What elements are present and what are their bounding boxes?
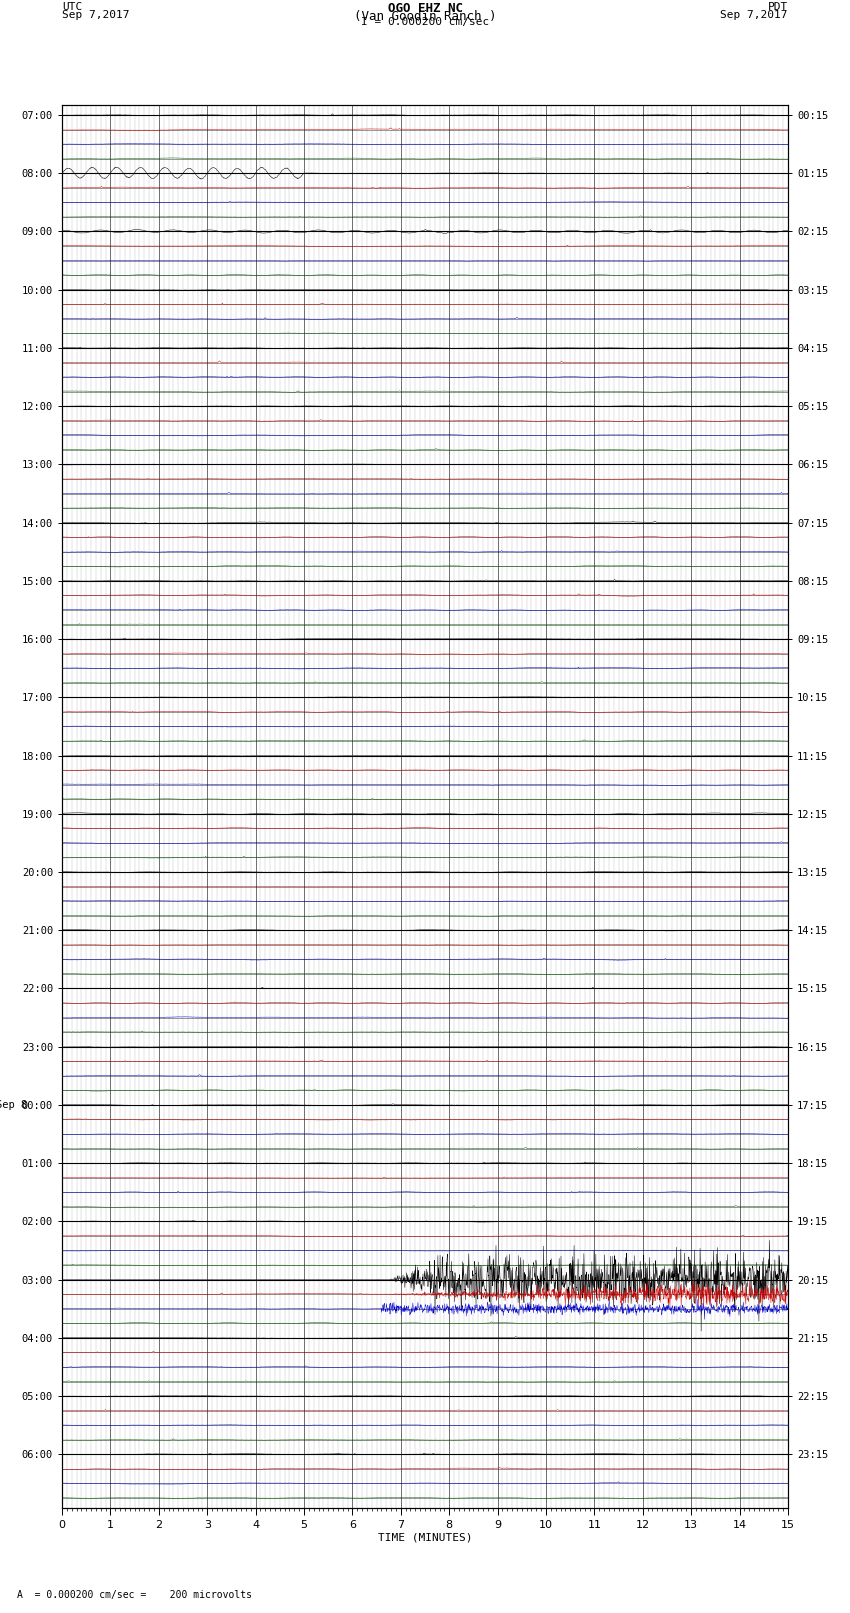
Text: Sep 7,2017: Sep 7,2017 [721,10,788,19]
X-axis label: TIME (MINUTES): TIME (MINUTES) [377,1532,473,1542]
Text: (Van Goodin Ranch ): (Van Goodin Ranch ) [354,10,496,23]
Text: UTC: UTC [62,3,82,13]
Text: A  = 0.000200 cm/sec =    200 microvolts: A = 0.000200 cm/sec = 200 microvolts [17,1590,252,1600]
Text: OGO EHZ NC: OGO EHZ NC [388,3,462,16]
Text: PDT: PDT [768,3,788,13]
Text: Sep 8: Sep 8 [0,1100,27,1110]
Text: I = 0.000200 cm/sec: I = 0.000200 cm/sec [361,18,489,27]
Text: Sep 7,2017: Sep 7,2017 [62,10,129,19]
